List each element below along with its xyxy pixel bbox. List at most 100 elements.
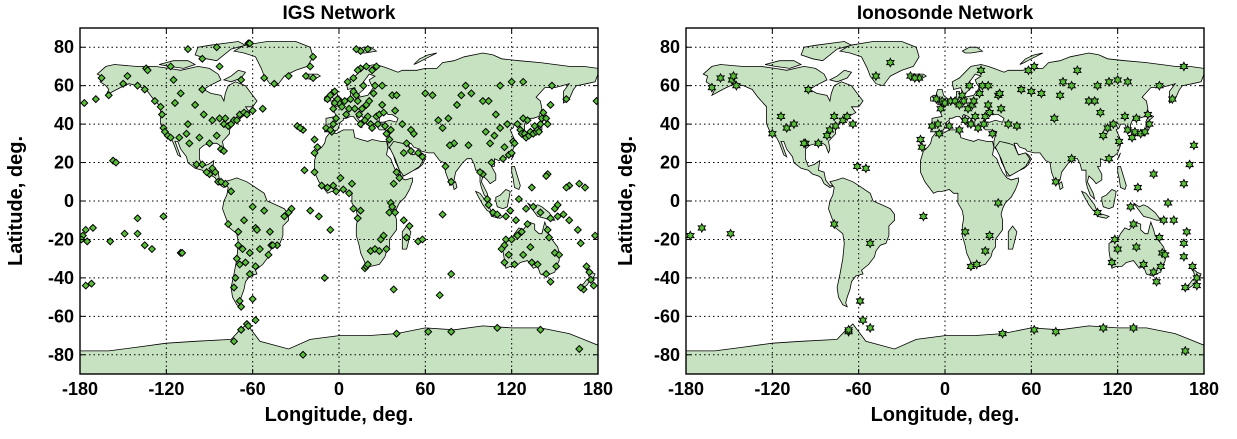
ionosonde-station-marker bbox=[858, 315, 868, 326]
ionosonde-station-marker bbox=[916, 134, 926, 145]
ionosonde-station-marker bbox=[1188, 261, 1197, 272]
ionosonde-station-marker bbox=[931, 93, 941, 105]
igs-station-marker bbox=[166, 133, 175, 142]
igs-station-marker bbox=[363, 45, 372, 54]
igs-station-marker bbox=[399, 148, 408, 158]
igs-station-marker bbox=[421, 89, 430, 98]
landmass bbox=[838, 41, 920, 87]
igs-station-marker bbox=[464, 141, 473, 150]
igs-station-marker bbox=[418, 152, 427, 161]
igs-station-marker bbox=[373, 120, 382, 129]
grid-lines bbox=[686, 28, 1204, 374]
igs-station-marker bbox=[205, 139, 214, 148]
igs-station-marker bbox=[357, 104, 367, 113]
ionosonde-station-marker bbox=[848, 118, 858, 130]
ionosonde-station-marker bbox=[1098, 130, 1108, 141]
ionosonde-station-marker bbox=[1036, 88, 1046, 99]
ionosonde-station-marker bbox=[1160, 249, 1170, 260]
igs-station-marker bbox=[359, 81, 368, 90]
igs-station-marker bbox=[232, 116, 241, 125]
ionosonde-station-marker bbox=[1049, 113, 1059, 124]
landmass bbox=[1133, 202, 1162, 221]
igs-station-marker bbox=[507, 148, 516, 158]
ionosonde-station-marker bbox=[1180, 282, 1190, 293]
ionosonde-station-marker bbox=[1127, 132, 1137, 143]
ionosonde-station-marker bbox=[1107, 257, 1117, 268]
igs-station-marker bbox=[88, 223, 98, 233]
landmass bbox=[495, 189, 511, 210]
ionosonde-station-marker bbox=[776, 111, 786, 122]
igs-station-marker bbox=[452, 100, 462, 109]
landmass bbox=[994, 140, 1031, 177]
igs-station-marker bbox=[367, 123, 377, 133]
igs-station-marker bbox=[310, 135, 319, 144]
ionosonde-station-marker bbox=[728, 70, 738, 82]
igs-station-marker bbox=[475, 168, 485, 177]
ionosonde-station-marker bbox=[1152, 276, 1162, 287]
igs-station-marker bbox=[379, 108, 388, 117]
igs-station-marker bbox=[527, 183, 536, 192]
igs-station-marker bbox=[362, 62, 371, 71]
grid-lines bbox=[80, 28, 598, 374]
igs-station-marker bbox=[306, 62, 315, 71]
igs-station-marker bbox=[491, 110, 500, 119]
x-tick-label: -60 bbox=[846, 379, 872, 399]
igs-station-marker bbox=[265, 227, 275, 236]
igs-station-marker bbox=[349, 73, 358, 83]
ionosonde-station-marker bbox=[1012, 120, 1022, 132]
igs-station-marker bbox=[166, 62, 175, 71]
ionosonde-station-marker bbox=[918, 211, 928, 222]
ionosonde-station-marker bbox=[950, 95, 960, 107]
ionosonde-station-marker bbox=[1108, 118, 1118, 130]
igs-station-marker bbox=[216, 177, 226, 186]
igs-station-marker bbox=[370, 81, 380, 90]
igs-station-marker bbox=[237, 75, 246, 85]
landmass bbox=[452, 181, 458, 191]
ionosonde-station-marker bbox=[1113, 243, 1123, 255]
igs-station-marker bbox=[370, 244, 380, 254]
igs-station-marker bbox=[332, 187, 341, 196]
ionosonde-station-marker bbox=[1185, 159, 1195, 170]
ionosonde-station-marker bbox=[871, 70, 881, 82]
igs-station-marker bbox=[385, 135, 394, 144]
ionosonde-station-marker bbox=[865, 238, 875, 249]
ionosonde-station-marker bbox=[1163, 197, 1173, 209]
igs-station-marker bbox=[543, 120, 552, 129]
ionosonde-station-marker bbox=[1159, 215, 1169, 226]
landmass bbox=[222, 69, 247, 83]
station-markers bbox=[80, 39, 598, 359]
landmass bbox=[800, 41, 853, 62]
igs-station-marker bbox=[356, 206, 365, 215]
igs-station-marker bbox=[133, 214, 142, 223]
igs-station-marker bbox=[575, 344, 584, 354]
igs-station-marker bbox=[573, 225, 582, 234]
igs-station-marker bbox=[391, 106, 400, 115]
y-tick-label: -80 bbox=[48, 345, 74, 365]
ionosonde-station-marker bbox=[1140, 126, 1150, 137]
ionosonde-station-marker bbox=[1113, 74, 1123, 86]
y-tick-label: -40 bbox=[48, 268, 74, 288]
igs-station-marker bbox=[215, 62, 224, 71]
ionosonde-station-marker bbox=[1131, 241, 1141, 253]
igs-station-marker bbox=[248, 106, 257, 115]
ionosonde-station-marker bbox=[959, 95, 969, 107]
igs-station-marker bbox=[513, 120, 522, 129]
igs-station-marker bbox=[389, 179, 398, 188]
igs-station-marker bbox=[329, 120, 338, 129]
igs-station-marker bbox=[388, 202, 397, 211]
igs-station-marker bbox=[378, 81, 387, 90]
igs-station-marker bbox=[159, 212, 168, 221]
ionosonde-station-marker bbox=[1131, 113, 1141, 124]
igs-station-marker bbox=[582, 262, 591, 271]
chart-title: IGS Network bbox=[283, 3, 396, 24]
igs-station-marker bbox=[497, 244, 506, 254]
ionosonde-station-marker bbox=[960, 226, 970, 237]
igs-station-marker bbox=[156, 102, 165, 111]
ionosonde-station-marker bbox=[976, 65, 986, 76]
ionosonde-station-marker bbox=[1093, 80, 1103, 91]
y-tick-label: -20 bbox=[654, 229, 680, 249]
x-tick-label: 0 bbox=[334, 379, 344, 399]
ionosonde-station-marker bbox=[1090, 95, 1100, 107]
ionosonde-station-marker bbox=[789, 118, 799, 130]
ionosonde-station-marker bbox=[1058, 76, 1068, 87]
